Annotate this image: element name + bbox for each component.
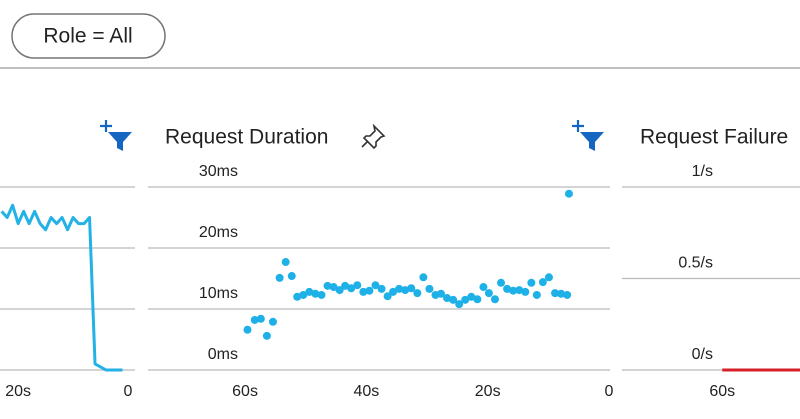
- point: [268, 317, 277, 326]
- line: [0, 203, 123, 372]
- point: [377, 284, 386, 293]
- point: [243, 325, 252, 334]
- filter-pill[interactable]: [11, 13, 166, 59]
- x-tick-label: 60s: [709, 383, 735, 400]
- point: [532, 290, 541, 299]
- point: [413, 289, 422, 298]
- point: [371, 281, 380, 290]
- x-tick-label: 0: [124, 383, 133, 400]
- point: [455, 300, 464, 309]
- point: [515, 286, 524, 295]
- point: [329, 283, 338, 292]
- x-tick-label: 0: [605, 383, 614, 400]
- y-tick-label: 20ms: [199, 224, 238, 241]
- point: [317, 290, 326, 299]
- point: [299, 290, 308, 299]
- x-tick-label: 20s: [475, 383, 501, 400]
- point: [527, 278, 536, 287]
- y-tick-label: 1/s: [692, 163, 713, 180]
- x-tick-label: 40s: [353, 383, 379, 400]
- point: [473, 295, 482, 304]
- x-tick-label: 20s: [5, 383, 31, 400]
- point: [449, 295, 458, 304]
- x-tick-label: 60s: [232, 383, 258, 400]
- filter-icon[interactable]: [572, 120, 604, 151]
- point: [544, 273, 553, 282]
- point: [503, 284, 512, 293]
- point: [305, 287, 314, 296]
- y-tick-label: 30ms: [199, 163, 238, 180]
- point: [490, 295, 499, 304]
- y-tick-label: 0.5/s: [678, 255, 713, 272]
- y-tick-label: 10ms: [199, 285, 238, 302]
- point: [293, 292, 302, 301]
- point: [551, 289, 560, 298]
- pin-icon[interactable]: [361, 123, 386, 150]
- point: [557, 289, 566, 298]
- point: [563, 290, 572, 299]
- point: [359, 287, 368, 296]
- point: [443, 294, 452, 303]
- point: [484, 289, 493, 298]
- chart-title: Request Failure: [640, 126, 788, 149]
- point: [323, 281, 332, 290]
- point: [509, 286, 518, 295]
- point: [365, 286, 374, 295]
- point: [521, 287, 530, 296]
- point: [467, 292, 476, 301]
- point: [250, 315, 259, 324]
- point: [335, 286, 344, 295]
- point: [497, 278, 506, 287]
- point: [425, 284, 434, 293]
- point: [389, 287, 398, 296]
- point: [341, 281, 350, 290]
- filter-label[interactable]: Role = All: [43, 25, 132, 48]
- y-tick-label: 0/s: [692, 346, 713, 363]
- point: [353, 281, 362, 290]
- point: [436, 289, 445, 298]
- point: [395, 284, 404, 293]
- point: [311, 289, 320, 298]
- point: [262, 331, 271, 340]
- y-tick-label: 0ms: [208, 346, 238, 363]
- point: [419, 273, 428, 282]
- filter-icon[interactable]: [100, 120, 132, 151]
- point: [461, 295, 470, 304]
- point: [287, 272, 296, 281]
- point: [383, 292, 392, 301]
- point: [407, 284, 416, 293]
- point: [256, 314, 265, 323]
- point: [281, 258, 290, 267]
- point: [479, 283, 488, 292]
- point: [347, 284, 356, 293]
- chart-title: Request Duration: [165, 126, 328, 149]
- point: [275, 273, 284, 282]
- point: [564, 189, 573, 198]
- point: [538, 278, 547, 287]
- point: [401, 286, 410, 295]
